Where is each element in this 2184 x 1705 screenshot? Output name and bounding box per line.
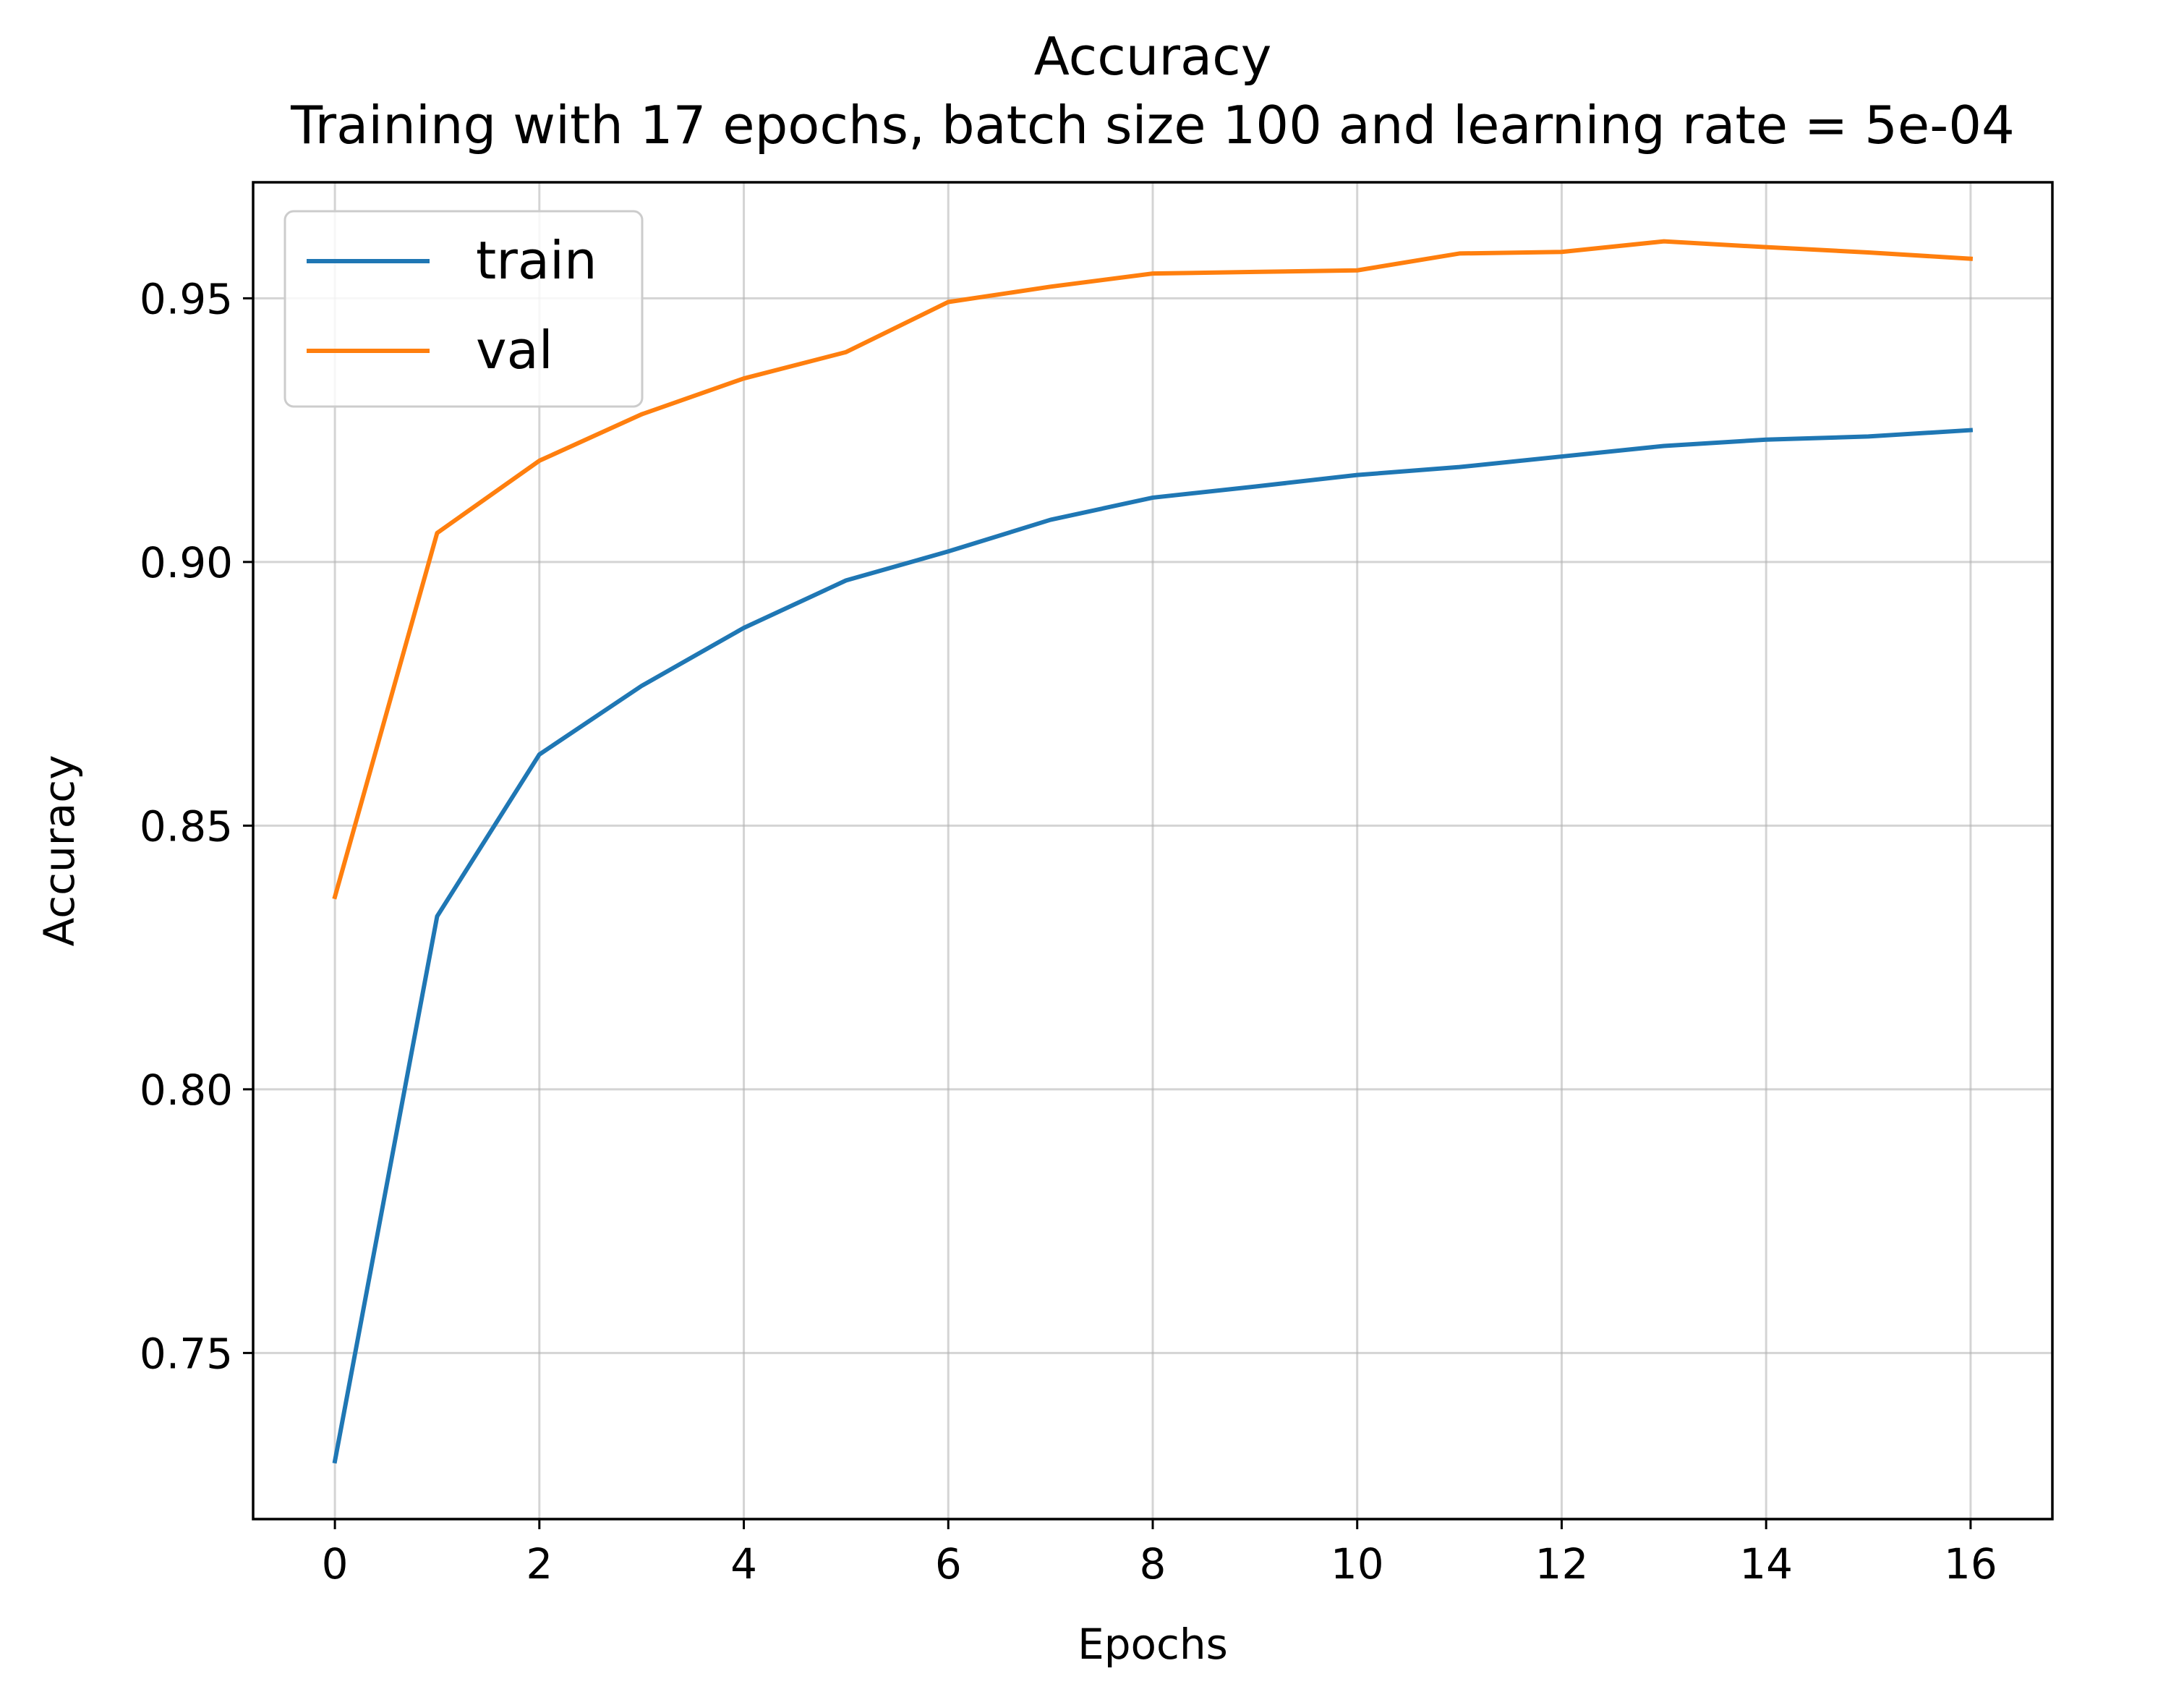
series-lines — [332, 239, 1974, 1464]
chart-subtitle: Training with 17 epochs, batch size 100 … — [290, 95, 2015, 156]
x-tick-label: 16 — [1944, 1539, 1997, 1589]
y-tick-label: 0.85 — [140, 802, 233, 851]
x-tick-label: 10 — [1331, 1539, 1384, 1589]
x-tick-label: 14 — [1739, 1539, 1793, 1589]
x-tick-label: 0 — [322, 1539, 349, 1589]
x-tick-label: 2 — [526, 1539, 553, 1589]
x-axis-label: Epochs — [1078, 1620, 1228, 1669]
x-tick-label: 6 — [935, 1539, 962, 1589]
chart-title: Accuracy — [1034, 26, 1272, 87]
y-tick-label: 0.90 — [140, 538, 233, 587]
x-tick-label: 4 — [730, 1539, 757, 1589]
legend-label-val: val — [476, 320, 553, 380]
axis-ticks: 0 2 4 6 8 10 12 14 16 0.75 0.80 0.85 0.90 0.95 — [140, 274, 1997, 1589]
y-tick-label: 0.95 — [140, 274, 233, 323]
x-tick-label: 12 — [1535, 1539, 1589, 1589]
series-line-val — [332, 239, 1974, 900]
y-tick-label: 0.80 — [140, 1066, 233, 1115]
x-tick-label: 8 — [1140, 1539, 1166, 1589]
series-line-train — [332, 428, 1974, 1464]
grid-lines — [253, 182, 2052, 1519]
y-tick-label: 0.75 — [140, 1329, 233, 1378]
legend-label-train: train — [476, 230, 597, 291]
y-axis-label: Accuracy — [35, 755, 84, 947]
legend: train val — [283, 210, 644, 408]
